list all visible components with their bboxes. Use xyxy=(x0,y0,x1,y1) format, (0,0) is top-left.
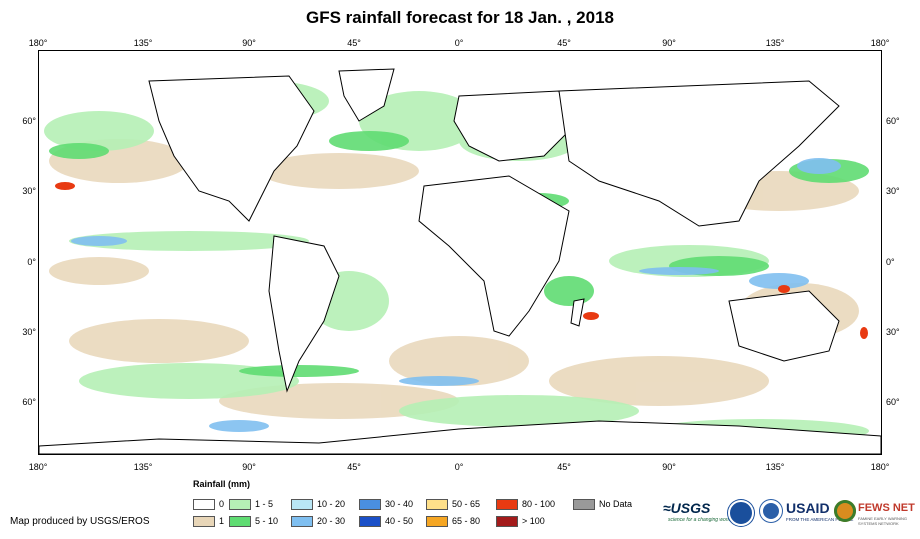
legend-label: 40 - 50 xyxy=(385,516,414,526)
lon-tick-bottom: 180° xyxy=(870,462,890,472)
lon-tick-top: 45° xyxy=(347,38,361,48)
lat-tick-right: 0° xyxy=(886,257,895,267)
legend-label: 30 - 40 xyxy=(385,499,414,509)
madagascar xyxy=(570,298,585,327)
legend-item: 20 - 30 xyxy=(291,516,371,528)
australia xyxy=(728,290,840,362)
usaid-logo: USAID xyxy=(786,500,830,516)
legend-label: 1 - 5 xyxy=(255,499,274,509)
rainfall-map xyxy=(38,50,882,455)
usaid-seal-icon xyxy=(760,500,782,522)
lon-tick-bottom: 45° xyxy=(557,462,571,472)
lat-tick-right: 60° xyxy=(886,116,900,126)
lat-tick-left: 30° xyxy=(22,186,36,196)
fews-net-tagline: FAMINE EARLY WARNING SYSTEMS NETWORK xyxy=(858,516,908,526)
credit-text: Map produced by USGS/EROS xyxy=(10,516,150,527)
lat-tick-left: 30° xyxy=(22,327,36,337)
noaa-logo-icon xyxy=(728,500,754,526)
fews-net-logo: FEWS NET xyxy=(858,502,915,514)
continents xyxy=(39,68,881,454)
usaid-tagline: FROM THE AMERICAN PEOPLE xyxy=(786,517,854,522)
map-canvas xyxy=(39,68,881,454)
legend-swatch xyxy=(573,499,595,510)
asia xyxy=(558,80,840,227)
legend-swatch xyxy=(229,516,251,527)
legend-swatch xyxy=(426,516,448,527)
legend-swatch xyxy=(291,499,313,510)
legend-item: 30 - 40 xyxy=(359,499,439,511)
rain-field-heavy xyxy=(71,158,841,432)
legend-label: 20 - 30 xyxy=(317,516,346,526)
lon-tick-top: 90° xyxy=(242,38,256,48)
antarctica xyxy=(39,420,881,454)
legend-label: > 100 xyxy=(522,516,545,526)
lat-tick-right: 30° xyxy=(886,186,900,196)
lon-tick-bottom: 135° xyxy=(765,462,785,472)
lat-tick-left: 0° xyxy=(27,257,36,267)
legend-item: > 100 xyxy=(496,516,576,528)
legend-swatch xyxy=(193,516,215,527)
lat-tick-right: 60° xyxy=(886,397,900,407)
lon-tick-top: 0° xyxy=(454,38,464,48)
rain-field-extreme xyxy=(55,182,868,339)
usgs-tagline: science for a changing world xyxy=(668,517,732,523)
usgs-logo: ≈USGS xyxy=(663,500,711,516)
legend-item: 80 - 100 xyxy=(496,499,576,511)
legend-label: 10 - 20 xyxy=(317,499,346,509)
south-america xyxy=(268,235,340,393)
legend-item: 65 - 80 xyxy=(426,516,506,528)
legend-label: 80 - 100 xyxy=(522,499,556,509)
africa xyxy=(418,175,570,337)
legend-label: 1 xyxy=(219,516,225,526)
map-title: GFS rainfall forecast for 18 Jan. , 2018 xyxy=(305,8,615,27)
lon-tick-bottom: 90° xyxy=(242,462,256,472)
legend-label: 5 - 10 xyxy=(255,516,279,526)
legend-swatch xyxy=(359,516,381,527)
legend-item: 50 - 65 xyxy=(426,499,506,511)
legend-item: 5 - 10 xyxy=(229,516,309,528)
lon-tick-top: 180° xyxy=(870,38,890,48)
lon-tick-top: 45° xyxy=(557,38,571,48)
lon-tick-bottom: 135° xyxy=(133,462,153,472)
lon-tick-top: 180° xyxy=(28,38,48,48)
greenland xyxy=(338,68,395,122)
legend-title: Rainfall (mm) xyxy=(193,479,251,489)
legend-label: 0 xyxy=(219,499,225,509)
north-america xyxy=(148,75,315,222)
legend-item: 0 xyxy=(193,499,273,511)
logo-strip: ≈USGS science for a changing world USAID… xyxy=(660,498,918,528)
lon-tick-top: 135° xyxy=(765,38,785,48)
legend-item: 40 - 50 xyxy=(359,516,439,528)
legend-item: No Data xyxy=(573,499,653,511)
legend-item: 10 - 20 xyxy=(291,499,371,511)
lat-tick-right: 30° xyxy=(886,327,900,337)
legend-label: 50 - 65 xyxy=(452,499,481,509)
legend-item: 1 - 5 xyxy=(229,499,309,511)
lon-tick-top: 90° xyxy=(662,38,676,48)
fews-net-seal-icon xyxy=(834,500,856,522)
legend-swatch xyxy=(496,499,518,510)
lat-tick-left: 60° xyxy=(22,116,36,126)
legend-swatch xyxy=(359,499,381,510)
legend-swatch xyxy=(496,516,518,527)
lon-tick-bottom: 180° xyxy=(28,462,48,472)
legend-swatch xyxy=(426,499,448,510)
lon-tick-bottom: 90° xyxy=(662,462,676,472)
lon-tick-top: 135° xyxy=(133,38,153,48)
lat-tick-left: 60° xyxy=(22,397,36,407)
legend-label: No Data xyxy=(599,499,633,509)
legend-swatch xyxy=(291,516,313,527)
lon-tick-bottom: 45° xyxy=(347,462,361,472)
legend-swatch xyxy=(229,499,251,510)
lon-tick-bottom: 0° xyxy=(454,462,464,472)
legend-label: 65 - 80 xyxy=(452,516,481,526)
legend-swatch xyxy=(193,499,215,510)
legend-item: 1 xyxy=(193,516,273,528)
